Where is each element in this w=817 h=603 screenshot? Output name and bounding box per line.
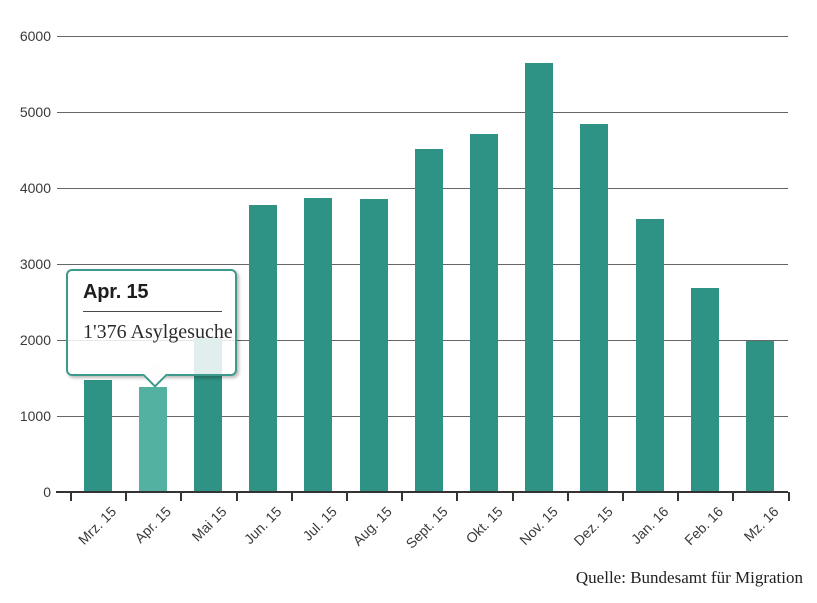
x-axis-tick [567,492,569,501]
bar-Mz. 16[interactable] [746,341,774,492]
bar-highlighted-Apr. 15[interactable] [139,387,167,492]
x-axis-tick [180,492,182,501]
bar-Jun. 15[interactable] [249,205,277,492]
x-axis-tick [732,492,734,501]
bar-Aug. 15[interactable] [360,199,388,492]
bar-Dez. 15[interactable] [580,124,608,492]
bar-Jul. 15[interactable] [304,198,332,492]
y-tick-label: 0 [43,484,51,500]
x-axis-tick [401,492,403,501]
tooltip: Apr. 15 1'376 Asylgesuche [66,269,237,388]
x-tick-label: Jul. 15 [299,503,341,544]
x-axis-tick [236,492,238,501]
x-tick-label: Aug. 15 [349,503,396,549]
y-tick-label: 1000 [19,408,51,424]
x-axis-tick [622,492,624,501]
y-tick-label: 2000 [19,332,51,348]
tooltip-pointer-icon [142,362,168,388]
x-tick-label: Nov. 15 [516,503,561,548]
bar-Okt. 15[interactable] [470,134,498,492]
x-axis-tick [512,492,514,501]
bar-Mrz. 15[interactable] [84,380,112,492]
x-axis-tick [456,492,458,501]
bar-Nov. 15[interactable] [525,63,553,492]
x-tick-label: Apr. 15 [131,503,175,546]
tooltip-value: 1'376 Asylgesuche [83,321,233,343]
source-attribution: Quelle: Bundesamt für Migration [575,568,803,587]
x-tick-label: Okt. 15 [462,503,506,547]
x-tick-label: Dez. 15 [570,503,617,549]
tooltip-title: Apr. 15 [83,281,149,303]
x-axis-tick [70,492,72,501]
x-axis-tick [788,492,790,501]
x-axis-tick [346,492,348,501]
y-tick-label: 4000 [19,180,51,196]
gridline-6000 [57,36,788,37]
bar-Feb. 16[interactable] [691,288,719,492]
x-axis-tick [291,492,293,501]
y-tick-label: 3000 [19,256,51,272]
x-axis-tick [125,492,127,501]
x-axis-line [56,491,788,493]
bar-Jan. 16[interactable] [636,219,664,492]
x-tick-label: Mrz. 15 [74,503,120,548]
x-tick-label: Feb. 16 [681,503,727,549]
x-tick-label: Mz. 16 [740,503,782,545]
bar-Sept. 15[interactable] [415,149,443,492]
x-axis-tick [677,492,679,501]
tooltip-divider [83,311,222,312]
gridline-5000 [57,112,788,113]
x-tick-label: Sept. 15 [402,503,451,552]
y-tick-label: 6000 [19,28,51,44]
x-tick-label: Jun. 15 [241,503,285,548]
x-tick-label: Mai 15 [188,503,230,545]
x-tick-label: Jan. 16 [627,503,672,548]
y-tick-label: 5000 [19,104,51,120]
